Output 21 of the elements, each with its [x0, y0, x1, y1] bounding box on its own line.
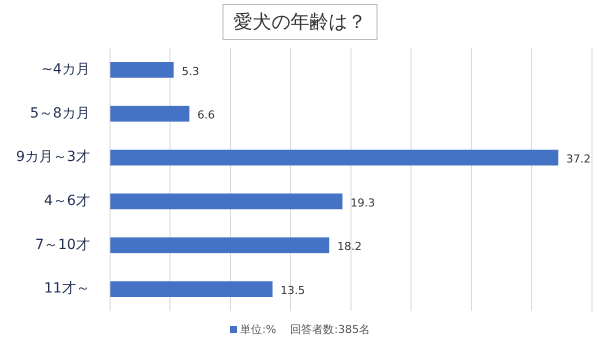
bar — [110, 62, 174, 78]
y-tick-label: 11才～ — [44, 280, 90, 297]
legend-label: 単位:% — [240, 323, 276, 336]
bar — [110, 237, 330, 254]
data-label: 19.3 — [350, 196, 375, 210]
bar — [110, 106, 190, 122]
text: 回答者数:385名 — [290, 323, 370, 336]
bar — [110, 194, 342, 210]
y-tick-label: 9カ月～3才 — [16, 149, 90, 166]
data-label: 5.3 — [182, 64, 200, 78]
y-tick-label: 4～6才 — [44, 193, 90, 210]
data-label: 6.6 — [197, 108, 215, 122]
data-label: 18.2 — [337, 240, 362, 254]
chart-title: 愛犬の年齢は？ — [222, 4, 378, 40]
bar — [110, 281, 273, 297]
y-tick-label: 7～10才 — [35, 236, 90, 253]
bar — [110, 150, 558, 166]
y-tick-label: 5～8カ月 — [30, 105, 90, 122]
data-label: 37.2 — [566, 152, 591, 166]
y-tick-label: ~4カ月 — [41, 62, 90, 78]
data-label: 13.5 — [280, 284, 306, 297]
